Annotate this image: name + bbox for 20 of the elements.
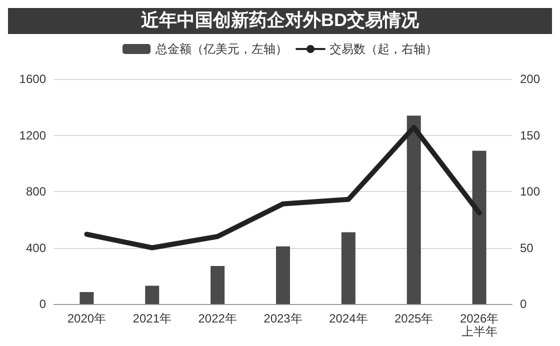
y2-tick-label: 50 [520,240,534,255]
chart-title: 近年中国创新药企对外BD交易情况 [140,10,420,30]
legend-label: 总金额（亿美元，左轴） [154,42,288,56]
y2-tick-label: 0 [520,297,527,311]
x-tick-label: 2020年 [67,312,106,326]
y-tick-label: 400 [26,240,46,255]
y2-tick-label: 150 [520,128,540,142]
y-tick-label: 800 [26,184,46,198]
legend-label: 交易数（起，右轴） [330,42,438,56]
x-tick-label: 2022年 [198,312,237,326]
y2-tick-label: 200 [520,72,540,86]
y-tick-label: 0 [39,297,46,311]
x-tick-label: 2024年 [329,312,368,326]
x-tick-label: 2025年 [394,312,434,326]
y-tick-label: 1600 [19,72,46,86]
y2-tick-label: 100 [520,184,540,198]
x-tick-label: 2026年上半年 [460,312,499,338]
x-tick-label: 2023年 [264,312,302,326]
x-tick-label: 2021年 [132,312,172,326]
y-tick-label: 1200 [19,128,46,142]
